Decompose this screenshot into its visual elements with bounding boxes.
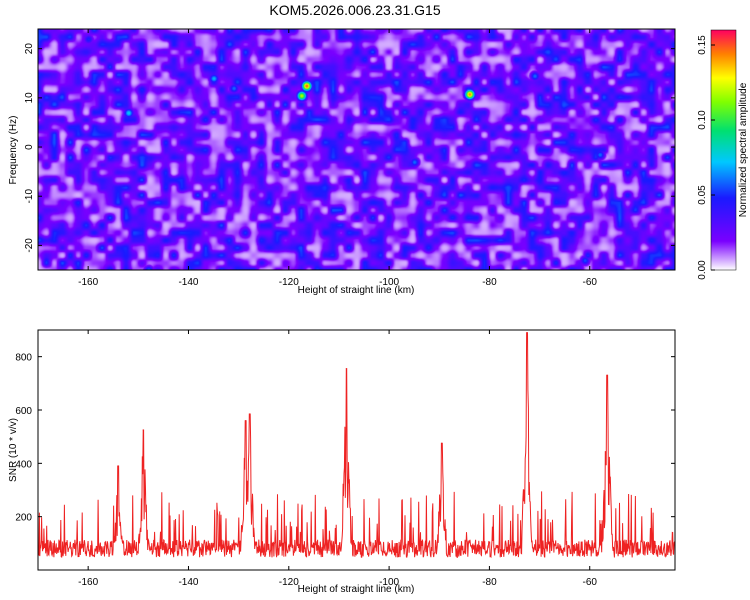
snr-xlabel: Height of straight line (km) <box>298 584 415 595</box>
colorbar-tick-label: 0.00 <box>697 260 708 280</box>
spectrogram-xtick-label: -160 <box>78 277 98 288</box>
snr-ytick-label: 600 <box>15 406 32 417</box>
spectrogram-xtick-label: -60 <box>583 277 598 288</box>
spectrogram-heatmap <box>38 29 675 270</box>
snr-peak-point <box>117 465 119 467</box>
spectrogram-xtick-label: -120 <box>279 277 299 288</box>
snr-series-line <box>37 332 676 559</box>
snr-panel: -160 -140 -120 -100 -80 -60 200 400 600 800 Heig… <box>8 329 676 595</box>
snr-ytick-label: 200 <box>15 513 32 524</box>
snr-ytick-label: 800 <box>15 353 32 364</box>
snr-frame <box>37 329 676 571</box>
snr-ytick-label: 400 <box>15 459 32 470</box>
snr-xtick-label: -100 <box>379 577 399 588</box>
colorbar-tick-label: 0.10 <box>697 110 708 130</box>
spectrogram-ylabel: Frequency (Hz) <box>8 116 19 185</box>
spectrogram-ytick-label: -20 <box>24 238 35 253</box>
snr-peak-point <box>249 413 251 415</box>
snr-peak-point <box>606 374 608 376</box>
spectrogram-ytick-label: 20 <box>24 43 35 55</box>
colorbar-label: Normalized spectral amplitude <box>738 82 749 217</box>
snr-xtick-label: -60 <box>583 577 598 588</box>
figure-title: KOM5.2026.006.23.31.G15 <box>269 2 440 18</box>
colorbar-tick-label: 0.15 <box>697 35 708 55</box>
spectrogram-frame <box>37 28 676 271</box>
spectrogram-xtick-label: -80 <box>482 277 497 288</box>
snr-xtick-label: -80 <box>482 577 497 588</box>
spectrogram-xtick-label: -140 <box>178 277 198 288</box>
spectrogram-xlabel: Height of straight line (km) <box>298 285 415 296</box>
spectrogram-xtick-label: -100 <box>379 277 399 288</box>
snr-peak-point <box>245 420 247 422</box>
colorbar: 0.00 0.05 0.10 0.15 Normalized spectral amp… <box>697 29 749 280</box>
snr-peak-point <box>345 368 348 370</box>
spectrogram-ytick-label: 10 <box>24 92 35 104</box>
colorbar-gradient <box>710 29 737 271</box>
snr-peak-point <box>142 429 144 431</box>
snr-xtick-label: -120 <box>279 577 299 588</box>
snr-plot-area <box>38 330 675 570</box>
snr-peak-point <box>526 332 528 334</box>
spectrogram-ytick-label: 0 <box>24 144 35 150</box>
colorbar-tick-label: 0.05 <box>697 185 708 205</box>
snr-xtick-label: -140 <box>178 577 198 588</box>
snr-ylabel: SNR (10 * v/v) <box>8 418 19 482</box>
snr-xtick-label: -160 <box>78 577 98 588</box>
snr-peak-point <box>441 442 443 444</box>
spectrogram-ytick-label: -10 <box>24 189 35 204</box>
